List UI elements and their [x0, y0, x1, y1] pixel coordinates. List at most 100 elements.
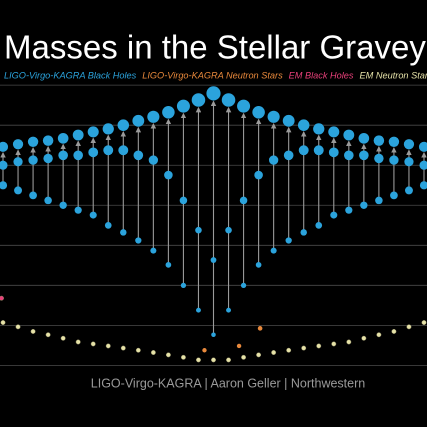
primary-mass-dot	[328, 147, 339, 158]
secondary-mass-dot	[59, 201, 67, 209]
secondary-mass-dot	[150, 247, 157, 254]
mass-dot	[257, 326, 263, 331]
final-mass-dot	[87, 126, 99, 138]
mass-dot	[331, 341, 337, 347]
primary-mass-dot	[133, 150, 144, 161]
secondary-mass-dot	[390, 191, 398, 200]
final-mass-dot	[72, 129, 84, 141]
secondary-mass-dot	[180, 282, 187, 288]
secondary-mass-dot	[315, 222, 323, 229]
primary-mass-dot	[313, 145, 324, 156]
primary-mass-dot	[344, 150, 354, 161]
secondary-mass-dot	[104, 222, 112, 229]
primary-mass-dot	[58, 150, 68, 161]
mass-dot	[236, 343, 242, 349]
legend-entry: EM Neutron Stars	[360, 70, 427, 80]
mass-dot	[226, 357, 231, 363]
secondary-mass-dot	[375, 196, 383, 205]
primary-mass-dot	[210, 257, 217, 263]
mass-dot	[241, 354, 247, 360]
primary-mass-dot	[254, 170, 263, 180]
final-mass-dot	[162, 106, 175, 119]
mass-dot	[0, 295, 4, 301]
primary-mass-dot	[13, 157, 23, 167]
primary-mass-dot	[103, 145, 114, 156]
mass-dot	[346, 339, 352, 345]
secondary-mass-dot	[196, 307, 201, 313]
primary-mass-dot	[0, 160, 8, 170]
final-mass-dot	[373, 135, 385, 146]
final-mass-dot	[102, 123, 114, 135]
primary-mass-dot	[148, 155, 159, 165]
primary-mass-dot	[43, 153, 53, 164]
secondary-mass-dot	[270, 247, 277, 254]
final-mass-dot	[282, 114, 295, 127]
secondary-mass-dot	[255, 262, 262, 268]
legend-entry: LIGO-Virgo-KAGRA Black Holes	[4, 70, 137, 80]
mass-dot	[30, 329, 36, 334]
final-mass-dot	[418, 141, 427, 152]
mass-dot	[135, 347, 141, 353]
primary-mass-dot	[164, 170, 173, 180]
final-mass-dot	[57, 132, 69, 144]
mass-dot	[286, 347, 292, 353]
final-mass-dot	[403, 139, 415, 150]
mass-dot	[391, 329, 397, 334]
secondary-mass-dot	[360, 201, 368, 209]
final-mass-dot	[328, 126, 340, 138]
primary-mass-dot	[88, 147, 99, 158]
mass-dot	[45, 332, 51, 338]
final-mass-dot	[206, 86, 221, 101]
secondary-mass-dot	[419, 181, 427, 190]
mass-dot	[165, 352, 171, 358]
primary-mass-dot	[359, 150, 369, 161]
primary-mass-dot	[73, 150, 83, 161]
primary-mass-dot	[268, 155, 279, 165]
final-mass-dot	[388, 136, 400, 148]
mass-dot	[376, 332, 382, 338]
primary-mass-dot	[374, 153, 384, 164]
final-mass-dot	[27, 136, 39, 148]
final-mass-dot	[237, 99, 251, 113]
mass-dot	[105, 343, 111, 349]
credit: LIGO-Virgo-KAGRA | Aaron Geller | Northw…	[91, 376, 365, 390]
secondary-mass-dot	[211, 332, 216, 338]
primary-mass-dot	[283, 150, 294, 161]
final-mass-dot	[12, 139, 24, 150]
primary-mass-dot	[118, 145, 129, 156]
final-mass-dot	[132, 114, 145, 127]
mass-dot	[271, 350, 277, 355]
primary-mass-dot	[195, 226, 202, 234]
mass-dot	[196, 357, 201, 363]
primary-mass-dot	[239, 196, 248, 205]
final-mass-dot	[0, 141, 9, 152]
primary-mass-dot	[389, 155, 399, 165]
final-mass-dot	[297, 119, 310, 131]
mass-dot	[256, 352, 262, 358]
final-mass-dot	[267, 110, 280, 123]
legend-entry: EM Black Holes	[289, 70, 354, 80]
final-mass-dot	[252, 106, 265, 119]
final-mass-dot	[42, 135, 54, 146]
mass-dot	[90, 341, 96, 347]
final-mass-dot	[191, 93, 206, 107]
mass-dot	[120, 345, 126, 351]
secondary-mass-dot	[44, 196, 52, 205]
mass-dot	[150, 350, 156, 355]
legend-entry: LIGO-Virgo-KAGRA Neutron Stars	[142, 70, 283, 80]
secondary-mass-dot	[29, 191, 37, 200]
mass-dot	[15, 324, 21, 330]
secondary-mass-dot	[74, 206, 82, 214]
secondary-mass-dot	[285, 237, 292, 244]
secondary-mass-dot	[345, 206, 353, 214]
final-mass-dot	[343, 129, 355, 141]
mass-dot	[75, 339, 81, 345]
mass-dot	[0, 320, 6, 325]
primary-mass-dot	[179, 196, 188, 205]
primary-mass-dot	[419, 160, 427, 170]
mass-dot	[60, 335, 66, 341]
final-mass-dot	[358, 132, 370, 144]
final-mass-dot	[176, 99, 190, 113]
